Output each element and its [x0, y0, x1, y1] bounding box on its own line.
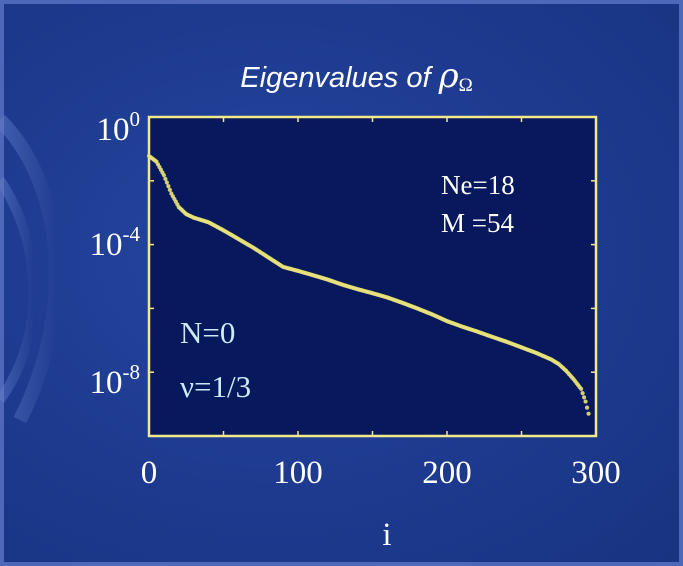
x-tick-label: 0	[141, 455, 158, 491]
x-tick-label: 100	[273, 455, 323, 491]
data-points	[146, 153, 591, 416]
data-point	[583, 399, 588, 404]
annotation-nu: ν=1/3	[180, 369, 251, 404]
x-tick-label: 300	[571, 455, 621, 491]
annotation-m: M =54	[441, 208, 514, 238]
chart-title-text: Eigenvalues of	[240, 62, 431, 94]
chart-title: Eigenvalues of ρΩ	[0, 56, 683, 97]
data-point	[161, 173, 166, 178]
y-tick-labels: 100 10-4 10-8	[90, 107, 141, 401]
annotation-ne: Ne=18	[441, 170, 515, 200]
omega-subscript: Ω	[458, 75, 473, 96]
rho-symbol: ρ	[438, 56, 459, 96]
y-tick-label: 10-8	[90, 360, 141, 401]
data-point	[579, 386, 584, 391]
x-axis-label: i	[382, 517, 391, 553]
annotation-n: N=0	[180, 315, 235, 350]
data-point	[167, 187, 172, 192]
x-tick-label: 200	[422, 455, 472, 491]
data-point	[163, 176, 168, 181]
y-tick-label: 100	[97, 107, 141, 148]
data-point	[164, 180, 169, 185]
y-tick-label: 10-4	[90, 222, 141, 263]
axis-ticks	[148, 116, 597, 436]
data-point	[580, 391, 585, 396]
data-point	[166, 184, 171, 189]
data-point	[586, 411, 591, 416]
x-tick-labels: 0 100 200 300	[141, 455, 621, 491]
data-point	[584, 405, 590, 410]
data-point	[581, 395, 587, 400]
